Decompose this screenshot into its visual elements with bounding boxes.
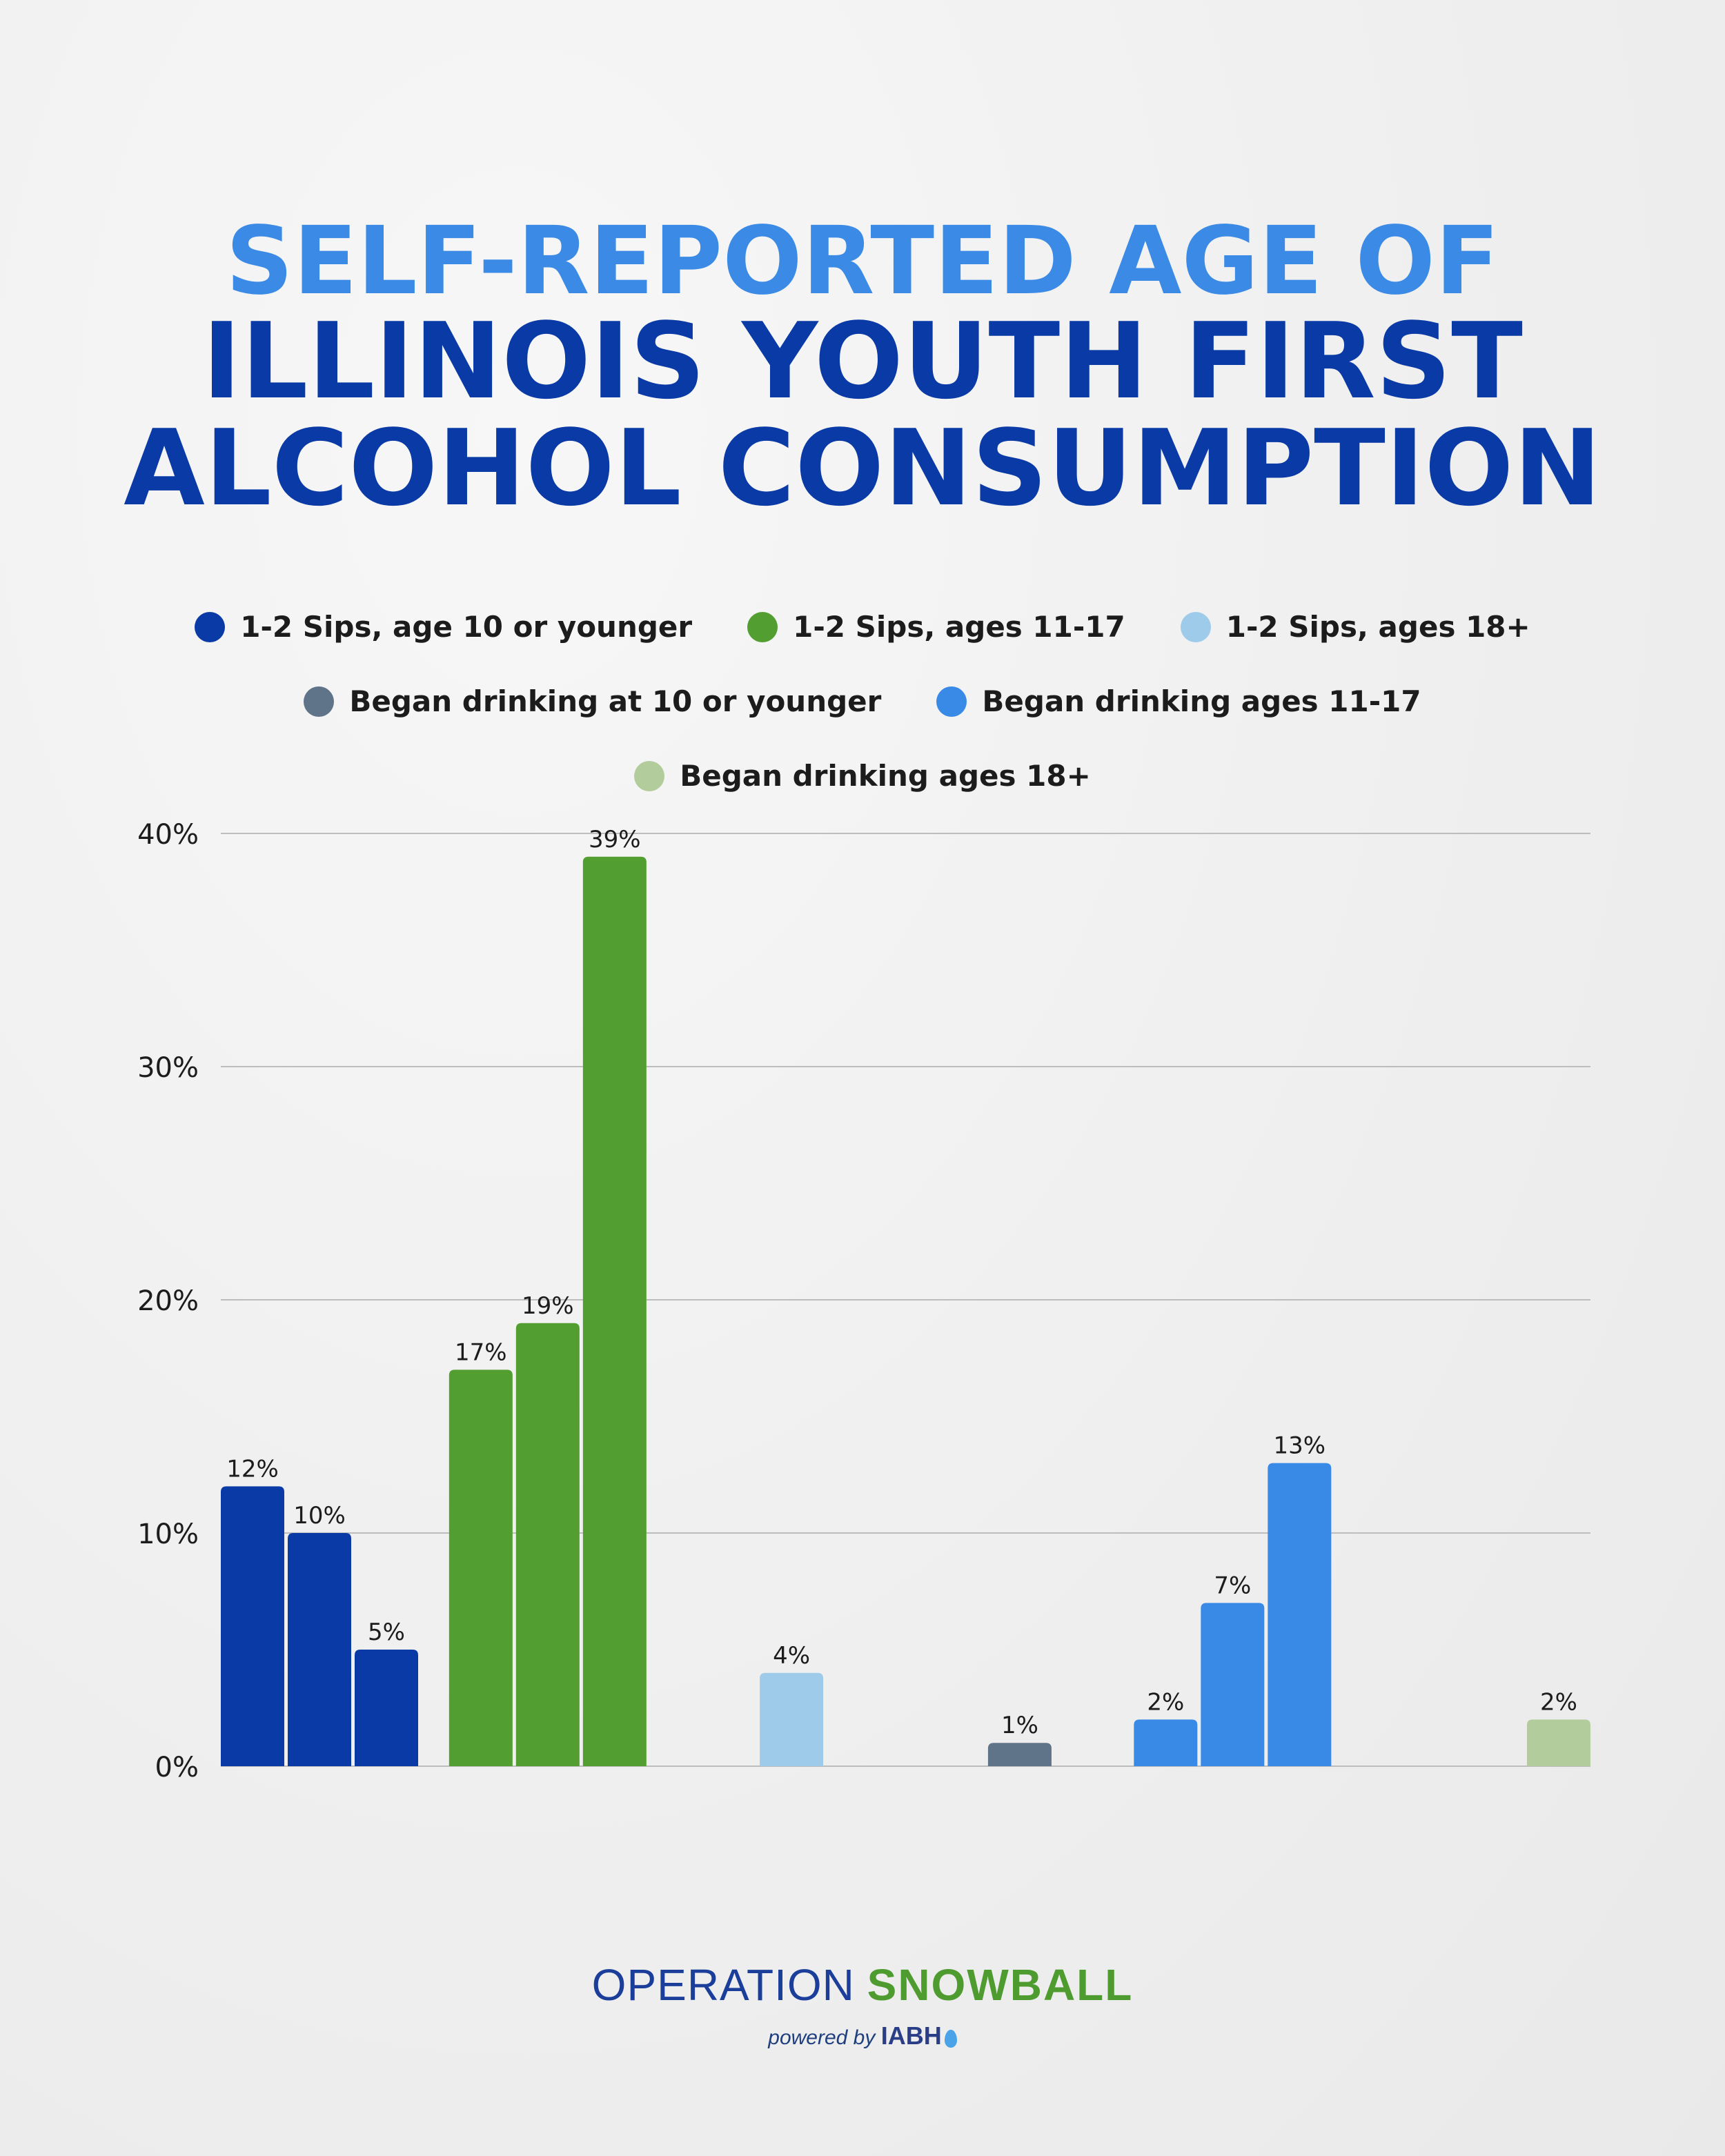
bar [515, 1323, 580, 1766]
y-tick-label: 0% [155, 1752, 199, 1783]
bar [355, 1650, 418, 1766]
legend-row-3: Began drinking ages 18+ [0, 759, 1725, 793]
bar [288, 1533, 351, 1766]
legend-row-2: Began drinking at 10 or younger Began dr… [0, 684, 1725, 718]
bar-value-label: 7% [1214, 1572, 1251, 1599]
bar-value-label: 39% [589, 826, 641, 853]
bar [1134, 1719, 1198, 1766]
bar [1201, 1603, 1265, 1766]
y-tick-label: 20% [137, 1285, 199, 1317]
powered-by-text: powered by [768, 2026, 876, 2049]
legend-dot [747, 611, 778, 642]
legend-label: 1-2 Sips, ages 11-17 [793, 610, 1125, 644]
bar-value-label: 1% [1001, 1712, 1038, 1739]
bar [448, 1369, 513, 1766]
legend-dot [634, 760, 665, 791]
legend-item: Began drinking ages 11-17 [936, 684, 1421, 718]
chart-title-line-2: ILLINOIS YOUTH FIRST [202, 300, 1523, 422]
legend-label: 1-2 Sips, ages 18+ [1225, 610, 1530, 644]
y-tick-label: 30% [137, 1052, 199, 1084]
bar [582, 856, 647, 1766]
bar [221, 1486, 284, 1766]
y-tick-label: 40% [137, 819, 199, 851]
legend-dot [1180, 611, 1211, 642]
bar-value-label: 2% [1147, 1688, 1184, 1716]
legend-row-1: 1-2 Sips, age 10 or younger 1-2 Sips, ag… [0, 610, 1725, 644]
brand-powered-by: powered by IABH [0, 2021, 1725, 2050]
y-tick-label: 10% [137, 1519, 199, 1550]
legend-label: Began drinking ages 18+ [680, 759, 1091, 793]
bar-value-label: 17% [455, 1338, 507, 1366]
iabh-logo-text: IABH [880, 2021, 942, 2050]
bar-value-label: 13% [1274, 1432, 1326, 1460]
bar-value-label: 5% [368, 1619, 405, 1646]
legend-item: Began drinking ages 18+ [634, 759, 1091, 793]
brand-snowball: SNOWBALL [867, 1960, 1134, 2010]
bar [760, 1672, 824, 1766]
bar-value-label: 19% [522, 1292, 574, 1320]
bar [987, 1743, 1052, 1766]
bar-chart: 0% 10% 20% 30% 40% 12% 10% 5% 17% 19% 39% 4% 1% 2% 7% 1… [137, 819, 1590, 1783]
legend-item: Began drinking at 10 or younger [304, 684, 881, 718]
bar-value-label: 10% [293, 1502, 346, 1530]
brand-logo: OPERATION SNOWBALL [0, 1959, 1725, 2010]
chart-title-line-3: ALCOHOL CONSUMPTION [124, 407, 1601, 529]
bar-value-label: 12% [226, 1455, 279, 1483]
legend-dot [936, 686, 967, 717]
legend-item: 1-2 Sips, age 10 or younger [195, 610, 692, 644]
legend-dot [304, 686, 335, 717]
bar [1268, 1463, 1332, 1766]
bar-value-label: 2% [1540, 1688, 1577, 1716]
legend-label: Began drinking at 10 or younger [349, 684, 882, 718]
legend-item: 1-2 Sips, ages 11-17 [747, 610, 1125, 644]
bar-value-label: 4% [773, 1642, 810, 1670]
legend-item: 1-2 Sips, ages 18+ [1180, 610, 1530, 644]
bar [1527, 1719, 1590, 1766]
legend-dot [195, 611, 226, 642]
brand-operation: OPERATION [591, 1960, 855, 2010]
chart-title-line-1: SELF-REPORTED AGE OF [226, 207, 1499, 316]
legend-label: Began drinking ages 11-17 [982, 684, 1421, 718]
water-drop-icon [944, 2030, 957, 2048]
legend-label: 1-2 Sips, age 10 or younger [240, 610, 693, 644]
